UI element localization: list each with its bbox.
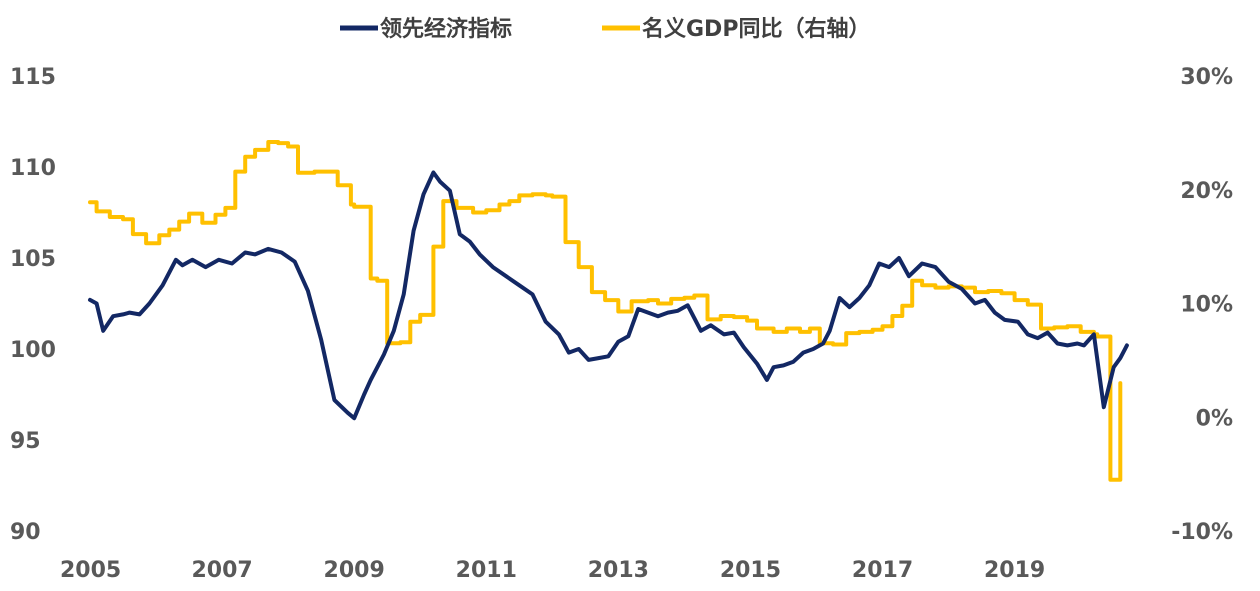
x-tick-label: 2011 xyxy=(456,558,517,583)
x-tick-label: 2015 xyxy=(720,558,781,583)
series-line-leading-indicator xyxy=(88,170,1129,421)
x-tick-label: 2005 xyxy=(60,558,121,583)
y-right-tick-label: 0% xyxy=(1196,406,1233,431)
legend-label-leading-indicator: 领先经济指标 xyxy=(380,16,512,42)
legend: 领先经济指标 名义GDP同比（右轴） xyxy=(340,16,870,42)
y-left-tick-label: 115 xyxy=(10,65,56,90)
left-axis-tick-labels: 90 95 100 105 110 115 xyxy=(10,65,56,545)
x-tick-label: 2019 xyxy=(984,558,1045,583)
y-left-tick-label: 105 xyxy=(10,247,56,272)
y-right-tick-label: 20% xyxy=(1180,179,1233,204)
series-line-nominal-gdp xyxy=(88,140,1123,482)
y-left-tick-label: 100 xyxy=(10,338,56,363)
x-tick-label: 2013 xyxy=(588,558,649,583)
x-tick-label: 2007 xyxy=(191,558,252,583)
x-axis-tick-labels: 2005 2007 2009 2011 2013 2015 2017 2019 xyxy=(60,558,1045,583)
y-right-tick-label: 30% xyxy=(1180,65,1233,90)
y-left-tick-label: 110 xyxy=(10,156,56,181)
y-right-tick-label: 10% xyxy=(1180,293,1233,318)
y-left-tick-label: 90 xyxy=(10,520,41,545)
y-right-tick-label: -10% xyxy=(1171,520,1233,545)
plot-area xyxy=(88,140,1129,482)
x-tick-label: 2017 xyxy=(852,558,913,583)
x-tick-label: 2009 xyxy=(324,558,385,583)
y-left-tick-label: 95 xyxy=(10,429,41,454)
legend-label-nominal-gdp: 名义GDP同比（右轴） xyxy=(642,16,870,42)
right-axis-tick-labels: -10% 0% 10% 20% 30% xyxy=(1171,65,1233,545)
